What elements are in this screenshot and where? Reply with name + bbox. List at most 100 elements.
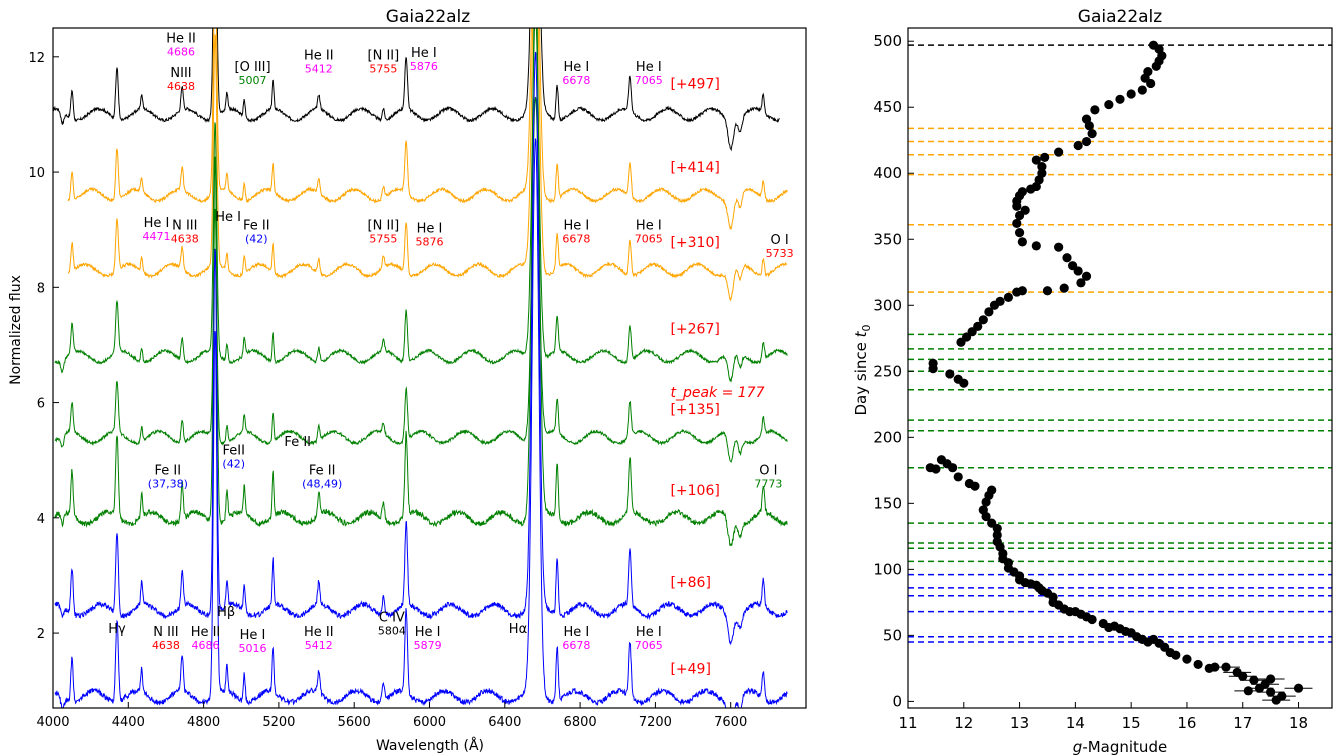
lightcurve-point xyxy=(936,455,947,465)
line-id-wavelength: 5876 xyxy=(416,236,444,249)
lightcurve-point xyxy=(1204,663,1214,673)
lightcurve-axes-frame xyxy=(907,27,1333,709)
lightcurve-xtick-label: 18 xyxy=(1289,714,1308,732)
line-id-name: [N II] xyxy=(368,49,400,64)
line-id-name: He I xyxy=(415,625,441,640)
lightcurve-point xyxy=(953,472,963,482)
line-id-wavelength: 5755 xyxy=(369,63,397,76)
spectra-ytick-label: 10 xyxy=(28,166,45,181)
lightcurve-point xyxy=(1067,261,1078,271)
line-id-wavelength: (48,49) xyxy=(302,478,342,491)
lightcurve-ytick-label: 50 xyxy=(883,626,902,644)
lightcurve-ytick-label: 100 xyxy=(873,560,902,578)
spectrum-line xyxy=(67,28,788,302)
lightcurve-point xyxy=(1249,675,1259,685)
lightcurve-point xyxy=(1054,242,1064,252)
lightcurve-point xyxy=(1143,66,1153,77)
line-id-name: O I xyxy=(759,464,777,479)
spectra-xtick-label: 7200 xyxy=(639,715,672,730)
line-id-name: FeII xyxy=(223,443,245,458)
line-id-wavelength: 5876 xyxy=(410,60,438,73)
line-id-name: Fe II xyxy=(243,219,270,234)
line-id-name: He II xyxy=(166,31,196,46)
lightcurve-point xyxy=(978,315,988,325)
line-id-wavelength: 6678 xyxy=(562,639,590,652)
line-id-wavelength: 7065 xyxy=(635,233,663,246)
epoch-label: [+414] xyxy=(670,160,719,176)
line-id-wavelength: 4638 xyxy=(171,233,199,246)
lightcurve-point xyxy=(1076,278,1086,288)
lightcurve-epoch-lines xyxy=(908,44,1332,643)
lightcurve-point xyxy=(992,537,1002,547)
line-id-name: He II xyxy=(304,625,334,640)
line-id-wavelength: 4471 xyxy=(143,230,171,243)
line-id-wavelength: 5733 xyxy=(766,247,794,260)
lightcurve-point xyxy=(978,505,988,515)
line-id-name: He I xyxy=(144,216,170,231)
lightcurve-point xyxy=(1020,205,1030,215)
lightcurve-point xyxy=(1115,94,1125,104)
lightcurve-ytick-label: 0 xyxy=(892,692,902,710)
lightcurve-point xyxy=(1254,683,1265,693)
spectra-ytick-label: 4 xyxy=(37,512,45,527)
spectra-xlabel: Wavelength (Å) xyxy=(376,737,484,754)
line-id-wavelength: 5755 xyxy=(369,233,397,246)
spectra-ytick-label: 8 xyxy=(37,281,45,296)
lightcurve-point xyxy=(928,358,938,368)
line-id-name: He I xyxy=(636,219,662,234)
spectra-ylabel: Normalized flux xyxy=(8,275,24,385)
lightcurve-point xyxy=(1221,662,1231,672)
lightcurve-point xyxy=(925,463,935,473)
line-id-name: Hγ xyxy=(108,622,126,637)
lightcurve-point xyxy=(1014,228,1025,238)
spectra-xtick-label: 6800 xyxy=(564,715,597,730)
line-id-name: He I xyxy=(636,60,662,75)
line-id-wavelength: 5412 xyxy=(305,639,333,652)
lightcurve-point xyxy=(1271,695,1281,705)
spectra-xtick-label: 5600 xyxy=(338,715,371,730)
line-id-wavelength: 7065 xyxy=(635,639,663,652)
lightcurve-point xyxy=(1243,686,1253,696)
lightcurve-point xyxy=(1081,114,1092,124)
spectra-xtick-label: 5200 xyxy=(262,715,295,730)
line-id-name: C IV xyxy=(379,611,405,626)
lightcurve-ytick-label: 500 xyxy=(873,32,902,50)
epoch-label: [+106] xyxy=(670,483,719,499)
lightcurve-point xyxy=(1126,89,1136,99)
lightcurve-point xyxy=(984,307,994,317)
line-id-wavelength: (42) xyxy=(222,457,245,470)
lightcurve-xtick-label: 14 xyxy=(1066,714,1085,732)
line-id-name: Hα xyxy=(509,622,527,637)
epoch-label: [+267] xyxy=(670,321,719,337)
lightcurve-ticks: 11 12 13 14 15 16 17 18 0 50 100 150 200 250 300 350 400… xyxy=(873,32,1308,732)
lightcurve-point xyxy=(1017,237,1027,247)
line-id-name: He I xyxy=(636,625,662,640)
lightcurve-point xyxy=(1098,618,1108,629)
epoch-label: [+310] xyxy=(670,235,719,251)
lightcurve-point xyxy=(1054,147,1064,157)
spectra-ytick-label: 12 xyxy=(28,51,45,66)
lightcurve-xtick-label: 11 xyxy=(898,714,917,732)
line-id-wavelength: 5007 xyxy=(239,74,267,87)
line-id-wavelength: 5016 xyxy=(239,642,267,655)
epoch-label: [+86] xyxy=(670,575,710,591)
spectra-xtick-label: 4800 xyxy=(187,715,220,730)
line-id-name: [N II] xyxy=(368,219,400,234)
lightcurve-point xyxy=(1081,271,1092,281)
epoch-label: [+497] xyxy=(670,77,719,93)
lightcurve-panel: Gaia22alz 11 12 13 14 15 16 17 18 0 50 100 150 200 25… xyxy=(852,7,1333,756)
lightcurve-ytick-label: 400 xyxy=(873,164,902,182)
line-id-name: He I xyxy=(240,628,266,643)
line-id-name: NIII xyxy=(170,66,191,81)
line-id-name: He I xyxy=(563,60,589,75)
lightcurve-ytick-label: 250 xyxy=(873,362,902,380)
epoch-label: [+49] xyxy=(670,661,710,677)
line-id-wavelength: 4686 xyxy=(167,45,195,58)
lightcurve-point xyxy=(987,518,997,528)
lightcurve-point xyxy=(1293,683,1304,693)
spectra-annotations: [+497] [+414] [+310] [+267] [+135] [+106] [+86… xyxy=(108,31,793,677)
lightcurve-point xyxy=(973,321,983,332)
lightcurve-ytick-label: 200 xyxy=(873,428,902,446)
line-id-name: N III xyxy=(172,219,197,234)
